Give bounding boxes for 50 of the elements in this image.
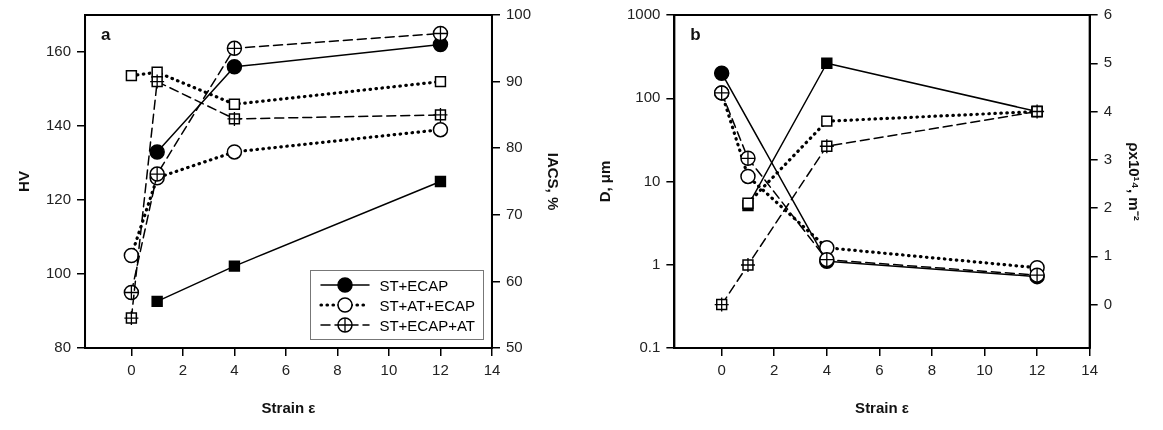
y2-tick-label: 2 — [1103, 198, 1112, 216]
x-tick-label: 8 — [927, 361, 937, 379]
x-tick-label: 6 — [281, 361, 291, 379]
x-tick-label: 10 — [380, 361, 398, 379]
y2-tick-label: 90 — [505, 71, 523, 89]
y-tick-label: 100 — [635, 88, 661, 106]
y-axis-title: HV — [15, 171, 33, 192]
x-tick-label: 8 — [333, 361, 342, 379]
x-tick-label: 2 — [770, 361, 779, 379]
y2-tick-label: 50 — [505, 338, 523, 356]
x-axis-title: Strain ε — [261, 399, 316, 417]
y-axis-title: D, μm — [596, 160, 614, 203]
y-tick-label: 120 — [46, 190, 72, 208]
y2-tick-label: 1 — [1103, 246, 1112, 264]
y-tick-label: 160 — [46, 42, 72, 60]
x-tick-label: 4 — [230, 361, 239, 379]
y2-tick-label: 6 — [1103, 5, 1112, 23]
y-tick-label: 0.1 — [639, 338, 661, 356]
y2-tick-label: 100 — [505, 5, 531, 23]
annotation: b — [690, 25, 701, 45]
legend-label: ST+ECAP+AT — [379, 316, 475, 334]
x-tick-label: 2 — [178, 361, 188, 379]
y2-axis-title: ρx10¹⁴, m⁻² — [1125, 142, 1143, 221]
x-tick-label: 14 — [483, 361, 501, 379]
y2-tick-label: 5 — [1103, 53, 1112, 71]
y2-tick-label: 0 — [1103, 294, 1112, 312]
y-tick-label: 140 — [46, 116, 72, 134]
y2-tick-label: 4 — [1103, 101, 1112, 119]
y-tick-label: 80 — [54, 338, 72, 356]
y2-tick-label: 80 — [505, 138, 523, 156]
x-tick-label: 10 — [976, 361, 993, 379]
x-tick-label: 6 — [875, 361, 884, 379]
x-tick-label: 0 — [127, 361, 136, 379]
y-tick-label: 1 — [652, 254, 661, 272]
x-axis-title: Strain ε — [855, 399, 909, 417]
y-tick-label: 10 — [643, 171, 661, 189]
annotation: a — [101, 25, 112, 45]
x-tick-label: 12 — [432, 361, 449, 379]
x-tick-label: 12 — [1028, 361, 1046, 379]
y2-tick-label: 70 — [505, 204, 523, 222]
y-tick-label: 1000 — [626, 5, 661, 23]
y2-tick-label: 60 — [505, 271, 523, 289]
x-tick-label: 4 — [822, 361, 831, 379]
legend-label: ST+AT+ECAP — [379, 296, 475, 314]
x-tick-label: 14 — [1081, 361, 1098, 379]
x-tick-label: 0 — [717, 361, 726, 379]
y-tick-label: 100 — [46, 264, 72, 282]
y2-axis-title: IACS, % — [544, 152, 562, 211]
legend-label: ST+ECAP — [379, 276, 449, 294]
y2-tick-label: 3 — [1103, 149, 1112, 167]
